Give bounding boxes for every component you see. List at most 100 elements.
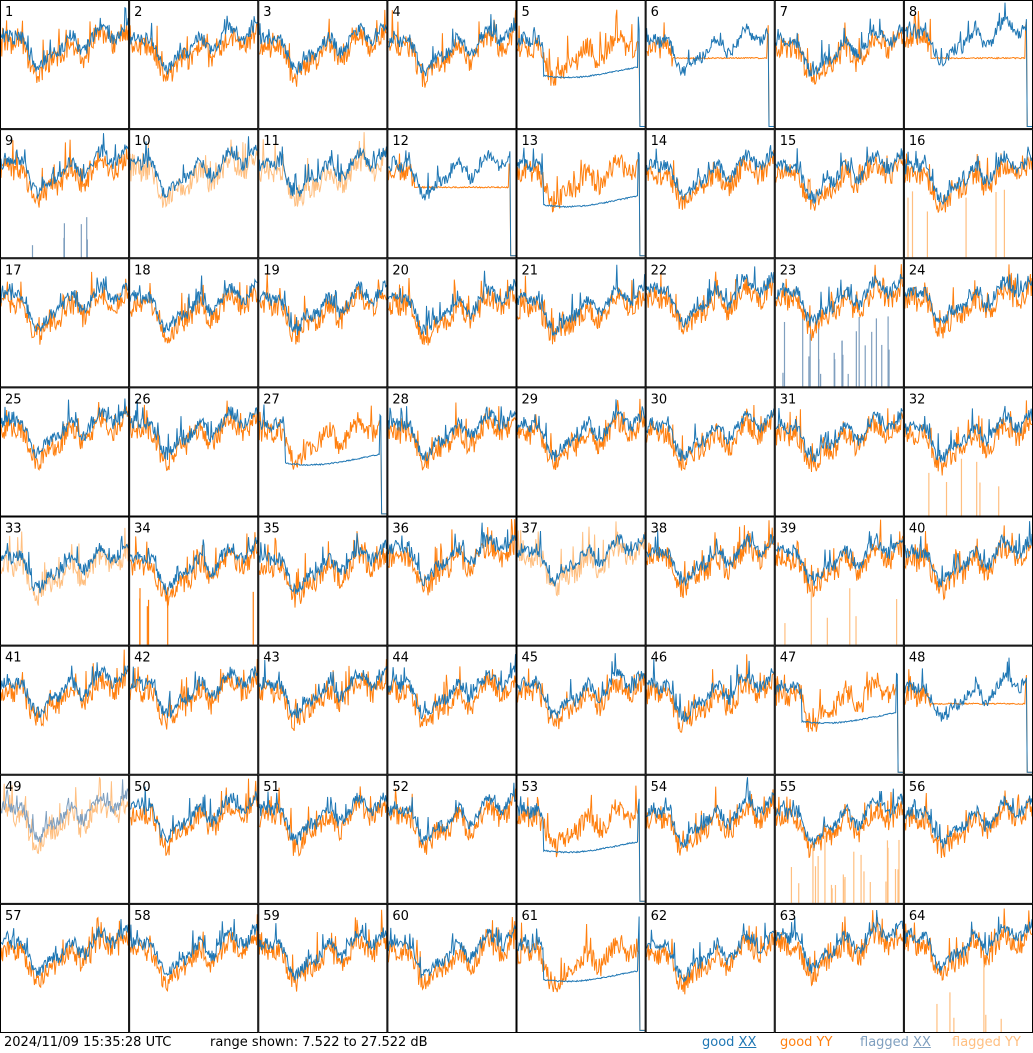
panel-frame bbox=[129, 903, 259, 1033]
panel-frame bbox=[258, 0, 388, 130]
good-xx-line bbox=[646, 530, 775, 586]
good-xx-line bbox=[904, 521, 1033, 588]
good-yy-line bbox=[129, 400, 258, 472]
panel-frame bbox=[516, 129, 646, 259]
panel-label: 48 bbox=[909, 651, 926, 666]
good-yy-line bbox=[0, 271, 129, 345]
panel-label: 2 bbox=[134, 5, 142, 20]
panel-47: 47 bbox=[774, 645, 904, 775]
panel-46: 46 bbox=[645, 645, 775, 775]
panel-label: 7 bbox=[780, 5, 788, 20]
good-yy-line bbox=[387, 153, 516, 257]
flagged-yy-line bbox=[0, 527, 129, 606]
legend-good-xx: good XX bbox=[702, 1035, 757, 1050]
good-yy-line bbox=[646, 925, 775, 995]
panel-label: 15 bbox=[780, 134, 797, 149]
xx-line bbox=[129, 136, 258, 198]
good-yy-line bbox=[646, 404, 775, 471]
good-xx-line bbox=[129, 399, 258, 460]
panel-label: 28 bbox=[392, 392, 409, 407]
good-xx-line bbox=[646, 659, 775, 723]
panel-frame bbox=[387, 774, 517, 904]
panel-label: 41 bbox=[5, 651, 22, 666]
good-yy-line bbox=[904, 10, 1032, 127]
panel-frame bbox=[258, 129, 388, 259]
panel-32: 32 bbox=[903, 387, 1033, 517]
panel-18: 18 bbox=[129, 258, 259, 388]
panel-label: 42 bbox=[134, 651, 151, 666]
panel-22: 22 bbox=[645, 258, 775, 388]
legend-flagged-yy: flagged YY bbox=[952, 1035, 1021, 1050]
panel-frame bbox=[387, 645, 517, 775]
panel-frame bbox=[129, 516, 259, 646]
panel-frame bbox=[0, 387, 130, 517]
good-yy-line bbox=[259, 272, 387, 345]
good-xx-line bbox=[258, 533, 387, 595]
panel-frame bbox=[0, 645, 130, 775]
panel-15: 15 bbox=[774, 129, 904, 259]
panel-frame bbox=[258, 516, 388, 646]
good-xx-line bbox=[388, 14, 516, 77]
panel-frame bbox=[516, 387, 646, 517]
panel-frame bbox=[0, 903, 130, 1033]
panel-7: 7 bbox=[774, 0, 904, 130]
panel-label: 26 bbox=[134, 392, 151, 407]
panel-31: 31 bbox=[774, 387, 904, 517]
good-xx-line bbox=[387, 406, 516, 462]
panel-9: 9 bbox=[0, 129, 130, 259]
good-yy-line bbox=[129, 23, 258, 82]
panel-20: 20 bbox=[387, 258, 517, 388]
panel-label: 6 bbox=[651, 5, 659, 20]
panel-59: 59 bbox=[258, 903, 388, 1033]
good-xx-line bbox=[775, 407, 904, 463]
panel-1: 1 bbox=[0, 0, 130, 130]
panel-frame bbox=[129, 129, 259, 259]
panel-frame bbox=[387, 903, 517, 1033]
panel-43: 43 bbox=[258, 645, 388, 775]
flagged-yy-line bbox=[517, 521, 646, 597]
panel-29: 29 bbox=[516, 387, 646, 517]
panel-frame bbox=[129, 258, 259, 388]
panel-56: 56 bbox=[903, 774, 1033, 904]
panel-57: 57 bbox=[0, 903, 130, 1033]
good-xx-line bbox=[904, 146, 1033, 206]
panel-frame bbox=[645, 516, 775, 646]
panel-frame bbox=[0, 258, 130, 388]
good-xx-line bbox=[646, 145, 775, 200]
panel-frame bbox=[774, 0, 904, 130]
panel-frame bbox=[129, 774, 259, 904]
panel-label: 29 bbox=[522, 392, 539, 407]
panel-frame bbox=[387, 258, 517, 388]
panel-frame bbox=[774, 258, 904, 388]
panel-label: 61 bbox=[522, 909, 539, 924]
panel-54: 54 bbox=[645, 774, 775, 904]
panel-label: 25 bbox=[5, 392, 22, 407]
panel-48: 48 bbox=[903, 645, 1033, 775]
good-yy-line bbox=[775, 791, 904, 858]
good-yy-line bbox=[0, 139, 129, 208]
good-xx-line bbox=[387, 924, 516, 979]
good-xx-line bbox=[259, 404, 387, 515]
panel-26: 26 bbox=[129, 387, 259, 517]
panel-4: 4 bbox=[387, 0, 517, 130]
panel-frame bbox=[258, 387, 388, 517]
panel-12: 12 bbox=[387, 129, 517, 259]
good-xx-line bbox=[258, 659, 387, 719]
good-yy-line bbox=[646, 520, 775, 599]
panel-51: 51 bbox=[258, 774, 388, 904]
panel-10: 10 bbox=[129, 129, 259, 259]
good-xx-line bbox=[775, 672, 903, 773]
panel-16: 16 bbox=[903, 129, 1033, 259]
panel-label: 9 bbox=[5, 134, 13, 149]
panel-frame bbox=[129, 387, 259, 517]
panel-21: 21 bbox=[516, 258, 646, 388]
panel-frame bbox=[387, 387, 517, 517]
good-yy-line bbox=[646, 271, 775, 335]
panel-49: 49 bbox=[0, 774, 130, 904]
good-yy-line bbox=[387, 788, 516, 855]
good-yy-line bbox=[258, 786, 387, 857]
panel-36: 36 bbox=[387, 516, 517, 646]
panel-label: 52 bbox=[392, 780, 409, 795]
panel-60: 60 bbox=[387, 903, 517, 1033]
good-yy-line bbox=[259, 9, 387, 87]
